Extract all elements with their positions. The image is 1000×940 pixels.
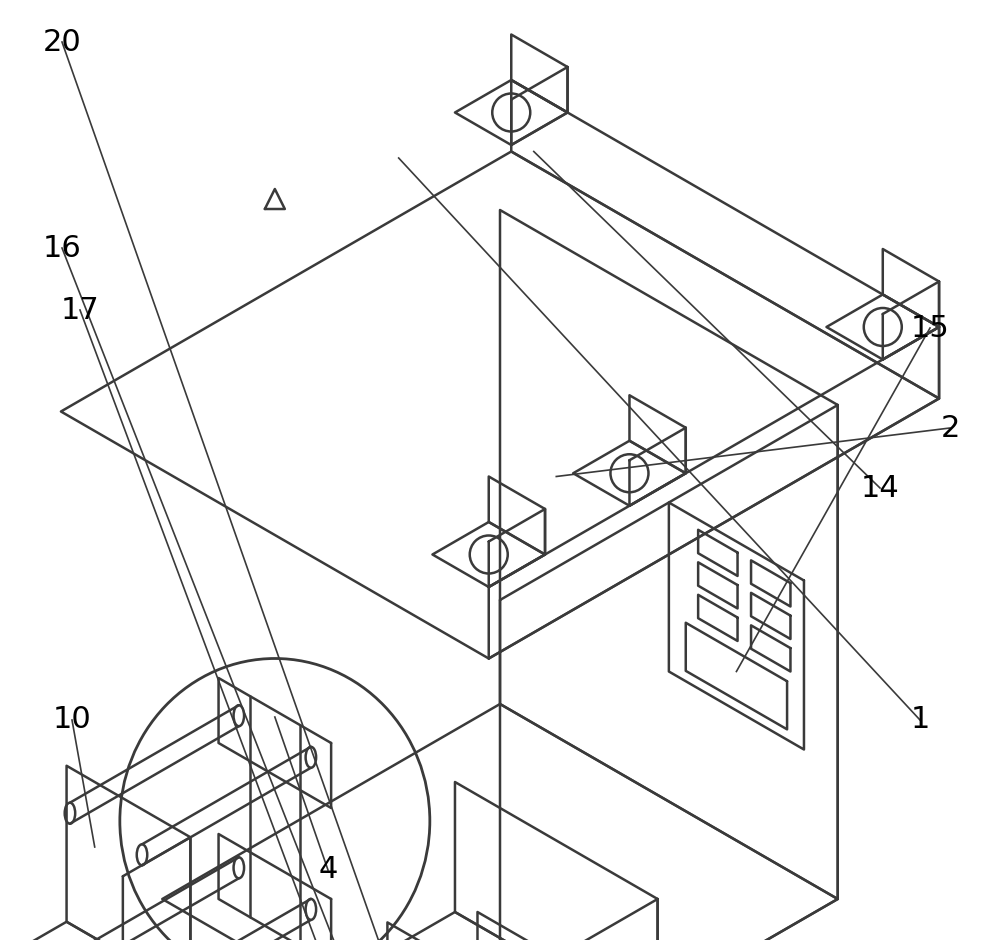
Text: 15: 15	[911, 314, 949, 342]
Text: 16: 16	[43, 233, 81, 262]
Text: 10: 10	[53, 706, 91, 734]
Text: 2: 2	[940, 414, 960, 443]
Text: 17: 17	[61, 295, 99, 324]
Text: 20: 20	[43, 27, 81, 56]
Text: 4: 4	[318, 855, 338, 885]
Text: 14: 14	[861, 474, 899, 503]
Text: 1: 1	[910, 706, 930, 734]
